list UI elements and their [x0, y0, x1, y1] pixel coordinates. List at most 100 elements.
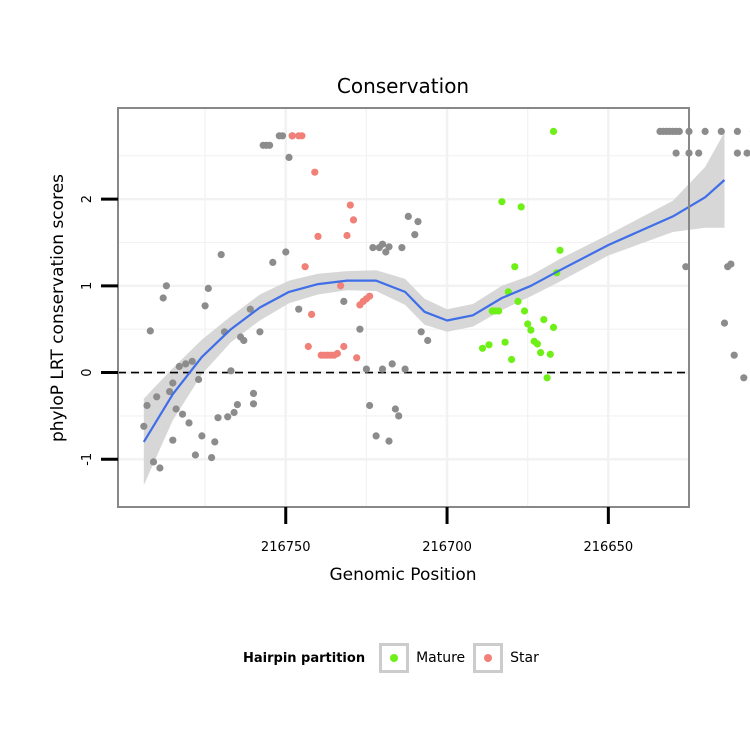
- y-tick-label: -1: [80, 453, 95, 466]
- data-point-mature: [556, 246, 564, 254]
- data-point-other: [211, 438, 219, 446]
- data-point-other: [391, 405, 399, 413]
- data-point-other: [733, 127, 742, 135]
- data-point-other: [266, 141, 274, 149]
- data-point-star: [340, 342, 348, 351]
- data-point-mature: [517, 203, 525, 211]
- data-point-other: [372, 432, 380, 440]
- data-point-other: [185, 419, 193, 427]
- data-point-other: [414, 218, 422, 226]
- data-point-other: [169, 436, 177, 444]
- data-point-other: [227, 367, 235, 375]
- chart-title: Conservation: [337, 74, 469, 98]
- data-point-other: [159, 294, 167, 302]
- data-point-other: [378, 240, 387, 248]
- data-point-star: [298, 132, 306, 140]
- data-point-other: [175, 362, 183, 371]
- panel-frame: [117, 107, 690, 508]
- data-point-star: [353, 354, 361, 362]
- confidence-band: [143, 132, 725, 486]
- data-point-mature: [508, 355, 516, 364]
- data-point-star: [304, 342, 312, 351]
- y-axis-label: phyloP LRT conservation scores: [48, 174, 68, 442]
- smooth-trend-line: [142, 179, 726, 443]
- data-point-star: [366, 292, 374, 300]
- data-point-other: [388, 360, 396, 368]
- data-point-other: [169, 379, 177, 387]
- data-point-other: [682, 263, 690, 271]
- data-point-other: [717, 127, 725, 135]
- legend-entry-star: Star: [473, 643, 539, 673]
- data-point-other: [417, 328, 425, 336]
- data-point-mature: [540, 316, 548, 324]
- panel-frame-layer: [117, 107, 690, 508]
- data-point-other: [172, 405, 180, 413]
- points-layer: [140, 127, 750, 472]
- data-point-star: [343, 231, 351, 240]
- data-point-star: [311, 168, 319, 176]
- data-point-other: [720, 319, 729, 327]
- data-point-other: [378, 365, 387, 373]
- data-point-other: [675, 127, 683, 135]
- data-point-other: [153, 393, 161, 401]
- data-point-other: [201, 302, 209, 310]
- data-point-mature: [478, 344, 487, 352]
- data-point-other: [240, 336, 248, 345]
- y-tick-label: 1: [80, 282, 95, 290]
- data-point-star: [288, 132, 296, 140]
- data-point-other: [162, 282, 170, 290]
- data-point-mature: [549, 127, 558, 135]
- data-point-other: [278, 132, 287, 140]
- confidence-band-layer: [143, 132, 725, 486]
- data-point-other: [233, 401, 241, 409]
- data-point-other: [382, 248, 390, 256]
- data-point-other: [156, 464, 164, 472]
- data-point-other: [424, 336, 432, 345]
- data-point-other: [411, 231, 419, 239]
- data-point-other: [362, 365, 370, 373]
- mature-dot-icon: [390, 654, 399, 662]
- data-point-other: [269, 258, 277, 266]
- data-point-mature: [520, 307, 529, 315]
- x-tick-label: 216750: [261, 540, 311, 555]
- data-point-other: [395, 412, 403, 420]
- x-tick-label: 216700: [422, 540, 472, 555]
- data-point-other: [246, 305, 254, 313]
- data-point-other: [385, 243, 393, 251]
- axes-layer: 216750 216700 216650 -1 0 1 2: [80, 195, 633, 555]
- data-point-other: [143, 401, 151, 410]
- data-point-other: [740, 374, 748, 382]
- data-point-mature: [549, 323, 558, 331]
- smooth-line-layer: [142, 179, 726, 443]
- data-point-star: [337, 282, 345, 290]
- data-point-other: [217, 251, 225, 259]
- data-point-other: [146, 327, 154, 335]
- legend: Hairpin partition Mature Star: [243, 641, 547, 675]
- legend-title: Hairpin partition: [243, 650, 366, 666]
- data-point-other: [249, 400, 258, 408]
- data-point-star: [314, 232, 322, 240]
- data-point-other: [224, 413, 232, 421]
- data-point-other: [285, 153, 293, 161]
- data-point-mature: [546, 350, 554, 358]
- data-point-mature: [511, 263, 519, 271]
- data-point-other: [182, 360, 190, 368]
- data-point-other: [733, 149, 742, 157]
- data-point-other: [166, 388, 174, 396]
- data-point-other: [214, 414, 222, 422]
- data-point-star: [301, 263, 309, 271]
- data-point-other: [727, 260, 735, 268]
- data-point-other: [188, 357, 196, 365]
- data-point-other: [140, 422, 148, 430]
- y-tick-label: 0: [80, 368, 95, 376]
- data-point-mature: [485, 341, 493, 349]
- data-point-other: [178, 410, 187, 418]
- data-point-star: [308, 310, 316, 318]
- data-point-other: [398, 244, 406, 252]
- data-point-other: [191, 451, 199, 459]
- data-point-other: [356, 325, 364, 333]
- data-point-other: [230, 408, 238, 417]
- data-point-other: [149, 458, 158, 466]
- data-point-mature: [524, 320, 532, 328]
